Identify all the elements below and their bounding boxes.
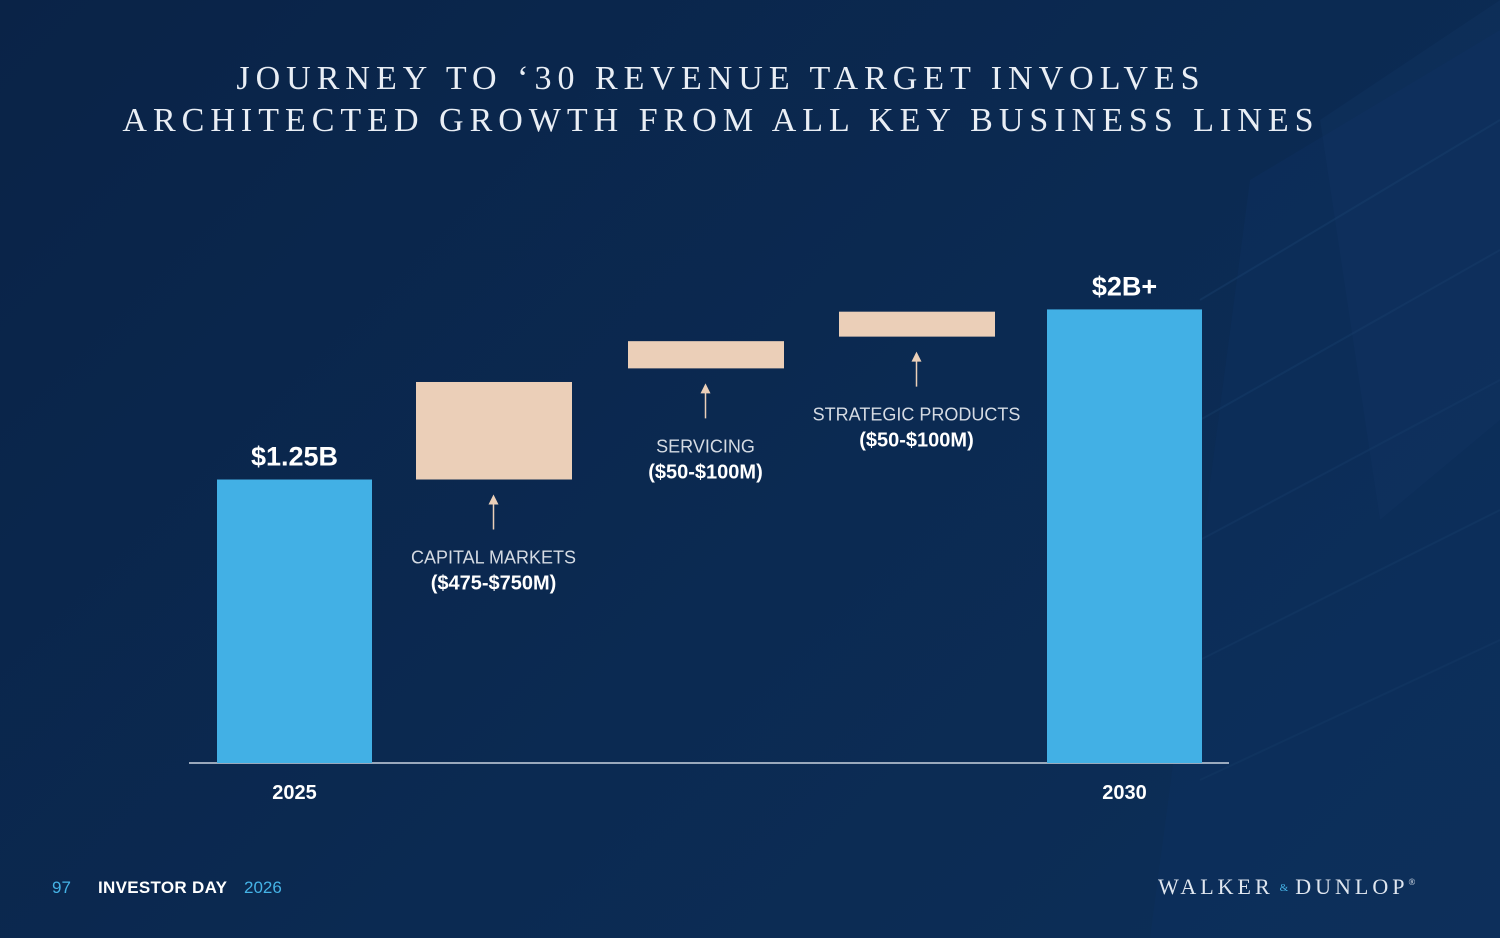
footer-event-name: INVESTOR DAY xyxy=(98,878,228,897)
x-tick-label-2025: 2025 xyxy=(272,782,317,804)
x-tick-label-2030: 2030 xyxy=(1102,782,1147,804)
total-bar-2030 xyxy=(1047,309,1202,763)
arrow-up-icon-head xyxy=(700,383,711,394)
total-bar-2025 xyxy=(217,479,372,763)
step-bar-strategic-products xyxy=(839,311,995,337)
logo-word-walker: WALKER xyxy=(1158,874,1274,899)
step-range-label-servicing: ($50-$100M) xyxy=(648,461,763,483)
slide-title: JOURNEY TO ‘30 REVENUE TARGET INVOLVES A… xyxy=(0,58,1442,142)
page-number: 97 xyxy=(52,878,71,897)
step-label-capital-markets: CAPITAL MARKETS xyxy=(411,548,576,568)
logo-word-dunlop: DUNLOP xyxy=(1295,874,1409,899)
arrow-up-icon-head xyxy=(911,351,922,362)
total-bar-value-label-2030: $2B+ xyxy=(1092,271,1157,301)
footer-event-year: 2026 xyxy=(244,878,282,897)
step-label-servicing: SERVICING xyxy=(656,436,755,456)
total-bar-value-label-2025: $1.25B xyxy=(251,442,338,472)
step-bar-capital-markets xyxy=(416,381,572,480)
logo-ampersand: & xyxy=(1279,882,1290,894)
step-range-label-capital-markets: ($475-$750M) xyxy=(431,573,557,595)
arrow-up-icon-head xyxy=(488,494,499,505)
logo-registered-mark: ® xyxy=(1408,877,1416,887)
slide-title-line-2: ARCHITECTED GROWTH FROM ALL KEY BUSINESS… xyxy=(122,102,1320,139)
step-range-label-strategic-products: ($50-$100M) xyxy=(859,430,974,452)
step-bar-servicing xyxy=(628,341,784,369)
slide-title-line-1: JOURNEY TO ‘30 REVENUE TARGET INVOLVES xyxy=(236,60,1206,97)
step-label-strategic-products: STRATEGIC PRODUCTS xyxy=(813,405,1021,425)
walker-dunlop-logo: WALKER & DUNLOP® xyxy=(1158,874,1415,900)
